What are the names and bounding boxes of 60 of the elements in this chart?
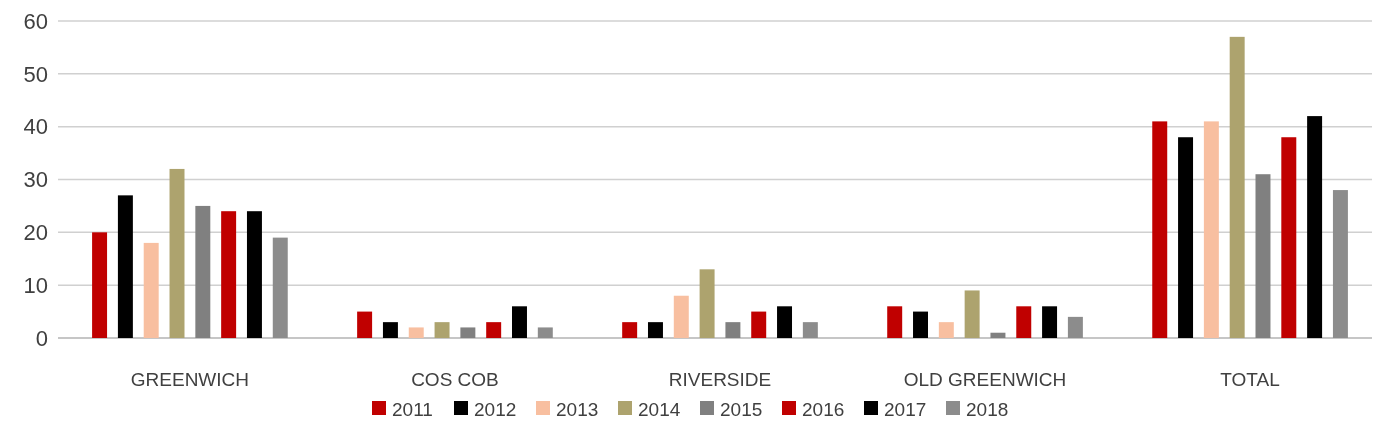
legend-label: 2015	[720, 398, 763, 420]
bar	[1203, 121, 1219, 338]
bar	[622, 322, 638, 338]
bar	[195, 205, 211, 338]
bar	[1281, 137, 1297, 338]
y-tick-label: 40	[23, 114, 48, 140]
bar	[221, 211, 237, 338]
bar	[647, 322, 663, 338]
legend-label: 2018	[966, 398, 1009, 420]
bar	[1332, 190, 1348, 338]
bar	[1016, 306, 1032, 338]
bar	[512, 306, 527, 338]
bar	[699, 269, 715, 338]
y-tick-label: 30	[23, 167, 48, 193]
x-tick-label: TOTAL	[1220, 369, 1280, 390]
x-tick-label: COS COB	[411, 369, 499, 390]
bar	[938, 322, 954, 338]
bar	[486, 322, 502, 338]
bar	[382, 322, 398, 338]
bar	[272, 237, 288, 338]
bar	[117, 195, 133, 338]
bar	[1307, 116, 1323, 338]
bar	[673, 295, 689, 338]
bar	[1152, 121, 1168, 338]
bar	[1067, 316, 1083, 338]
bar	[434, 322, 450, 338]
bar	[913, 311, 928, 338]
bar	[1255, 174, 1271, 338]
bar	[408, 327, 424, 338]
bar	[1229, 36, 1245, 338]
legend-label: 2012	[474, 398, 517, 420]
bar	[246, 211, 262, 338]
legend-label: 2013	[556, 398, 599, 420]
y-tick-label: 10	[23, 272, 48, 298]
bar	[92, 232, 108, 338]
bar	[1042, 306, 1058, 338]
bar	[802, 322, 818, 338]
y-tick-label: 0	[35, 325, 48, 351]
x-tick-label: OLD GREENWICH	[903, 369, 1067, 390]
y-tick-label: 20	[23, 220, 48, 246]
bar	[460, 327, 476, 338]
bar	[887, 306, 903, 338]
bar	[751, 311, 767, 338]
bar	[1178, 137, 1194, 338]
bar	[725, 322, 741, 338]
legend-label: 2017	[884, 398, 927, 420]
bar	[964, 290, 980, 338]
bar	[169, 168, 185, 338]
bar	[143, 242, 159, 338]
legend-label: 2011	[392, 398, 433, 420]
bar	[990, 332, 1006, 338]
x-tick-label: GREENWICH	[130, 369, 250, 390]
legend-label: 2016	[802, 398, 845, 420]
x-tick-label: RIVERSIDE	[668, 369, 772, 390]
bar	[537, 327, 553, 338]
y-tick-label: 50	[23, 61, 48, 87]
y-tick-label: 60	[23, 8, 48, 34]
bar	[777, 306, 793, 338]
bar	[357, 311, 373, 338]
legend-label: 2014	[638, 398, 681, 420]
